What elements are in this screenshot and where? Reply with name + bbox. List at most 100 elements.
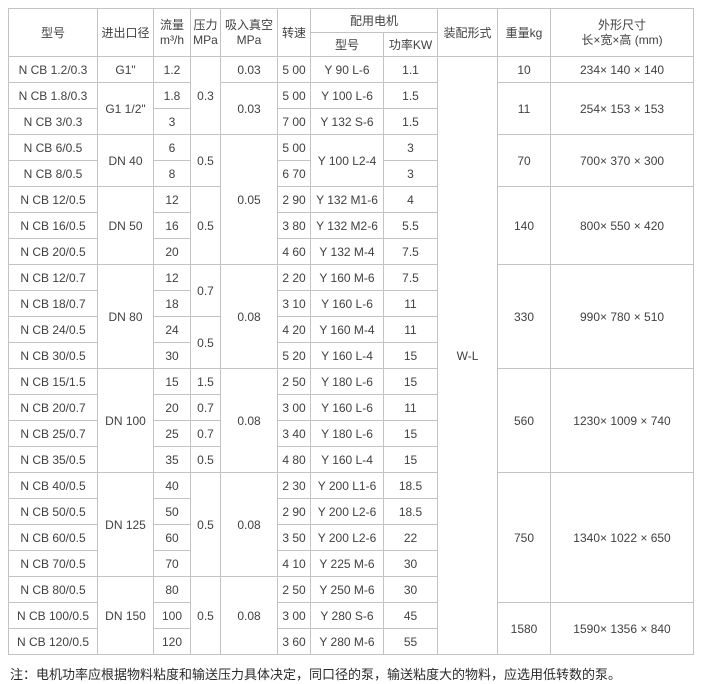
cell-vacuum: 0.08 (220, 576, 278, 655)
cell-port: DN 40 (97, 134, 154, 187)
cell-pressure: 0.7 (190, 394, 221, 421)
cell-model: N CB 8/0.5 (8, 160, 98, 187)
cell-port: DN 80 (97, 264, 154, 369)
header-pressure-unit: MPa (193, 32, 218, 47)
table-row: N CB 20/0.7 20 0.7 3 00 Y 160 L-6 11 (8, 394, 694, 421)
cell-flow: 12 (153, 186, 191, 213)
footnote: 注：电机功率应根据物料粘度和输送压力具体决定，同口径的泵，输送粘度大的物料，应选… (10, 667, 622, 682)
header-flow: 流量 m³/h (153, 8, 191, 57)
cell-flow: 24 (153, 316, 191, 343)
cell-flow: 18 (153, 290, 191, 317)
header-vacuum-unit: MPa (236, 32, 262, 47)
cell-dims: 1590× 1356 × 840 (550, 602, 695, 655)
cell-dims: 990× 780 × 510 (550, 264, 695, 369)
header-speed: 转速 (277, 8, 311, 57)
cell-motor-power: 55 (382, 628, 439, 655)
cell-motor-model: Y 180 L-6 (310, 368, 384, 395)
table-row: N CB 18/0.7 18 3 10 Y 160 L-6 11 (8, 290, 694, 317)
cell-motor-model: Y 132 M1-6 (310, 186, 384, 213)
header-dims-label: 外形尺寸 (598, 17, 647, 32)
cell-speed: 4 60 (277, 238, 311, 265)
cell-speed: 7 00 (277, 108, 311, 135)
cell-pressure: 0.5 (190, 186, 221, 265)
cell-motor-power: 3 (382, 160, 439, 187)
cell-weight: 560 (497, 368, 552, 473)
header-motor-model: 型号 (310, 32, 384, 57)
cell-port: G1 1/2" (97, 82, 154, 135)
cell-motor-model: Y 90 L-6 (310, 56, 384, 83)
cell-speed: 6 70 (277, 160, 311, 187)
cell-model: N CB 50/0.5 (8, 498, 98, 525)
cell-vacuum: 0.08 (220, 472, 278, 577)
cell-speed: 3 00 (277, 394, 311, 421)
cell-model: N CB 1.2/0.3 (8, 56, 98, 83)
cell-speed: 4 20 (277, 316, 311, 343)
cell-flow: 20 (153, 238, 191, 265)
cell-motor-model: Y 160 M-6 (310, 264, 384, 291)
header-row-2: 型号 功率KW (9, 32, 694, 57)
cell-motor-power: 45 (382, 602, 439, 629)
pump-spec-table: 型号 进出口径 流量 m³/h 压力 MPa 吸入真空 MPa 转速 配用电机 … (8, 8, 695, 655)
cell-speed: 5 20 (277, 342, 311, 369)
cell-model: N CB 100/0.5 (8, 602, 98, 629)
cell-speed: 3 40 (277, 420, 311, 447)
table-row: N CB 40/0.5 DN 125 40 0.5 0.08 2 30 Y 20… (8, 472, 695, 603)
cell-motor-model: Y 250 M-6 (310, 576, 384, 603)
cell-flow: 70 (153, 550, 191, 577)
cell-vacuum: 0.03 (220, 56, 278, 83)
cell-vacuum: 0.08 (220, 264, 278, 369)
table-row: N CB 6/0.5 DN 40 6 0.5 0.05 5 00 Y 100 L… (8, 134, 695, 265)
cell-model: N CB 3/0.3 (8, 108, 98, 135)
table-row: N CB 1.8/0.3 G1 1/2" 1.8 0.03 5 00 Y 100… (8, 82, 695, 135)
cell-weight: 750 (497, 472, 552, 603)
header-flow-unit: m³/h (160, 32, 184, 47)
cell-model: N CB 1.8/0.3 (8, 82, 98, 109)
cell-model: N CB 35/0.5 (8, 446, 98, 473)
cell-weight: 1580 (497, 602, 552, 655)
cell-model: N CB 30/0.5 (8, 342, 98, 369)
cell-weight: 10 (497, 56, 552, 83)
cell-motor-power: 15 (382, 342, 439, 369)
cell-speed: 4 10 (277, 550, 311, 577)
header-weight: 重量kg (497, 8, 552, 57)
cell-vacuum: 0.08 (220, 368, 278, 473)
table-row: N CB 16/0.5 16 3 80 Y 132 M2-6 5.5 (8, 212, 694, 239)
cell-vacuum: 0.03 (220, 82, 278, 135)
cell-flow: 15 (153, 368, 191, 395)
header-vacuum-label: 吸入真空 (224, 17, 273, 32)
cell-motor-power: 1.5 (382, 108, 439, 135)
table-row: N CB 35/0.5 35 0.5 4 80 Y 160 L-4 15 (8, 446, 694, 473)
header-model: 型号 (8, 8, 98, 57)
table-row: N CB 1.2/0.3 G1" 1.2 0.3 0.03 5 00 Y 90 … (8, 56, 695, 655)
cell-flow: 25 (153, 420, 191, 447)
cell-motor-model: Y 100 L2-4 (310, 134, 384, 187)
cell-motor-power: 22 (382, 524, 439, 551)
cell-motor-model: Y 280 S-6 (310, 602, 384, 629)
cell-motor-power: 30 (382, 576, 439, 603)
cell-model: N CB 60/0.5 (8, 524, 98, 551)
cell-dims: 254× 153 × 153 (550, 82, 695, 135)
cell-dims: 234× 140 × 140 (550, 56, 695, 83)
cell-motor-power: 18.5 (382, 472, 439, 499)
cell-speed: 2 50 (277, 576, 311, 603)
table-row: N CB 30/0.5 30 5 20 Y 160 L-4 15 (8, 342, 694, 369)
cell-motor-power: 3 (382, 134, 439, 161)
cell-flow: 1.8 (153, 82, 191, 109)
cell-pressure: 0.5 (190, 316, 221, 369)
cell-model: N CB 15/1.5 (8, 368, 98, 395)
cell-model: N CB 16/0.5 (8, 212, 98, 239)
header-flow-label: 流量 (159, 17, 184, 32)
cell-speed: 5 00 (277, 82, 311, 109)
cell-motor-model: Y 200 L2-6 (310, 524, 384, 551)
table-body: N CB 1.2/0.3 G1" 1.2 0.3 0.03 5 00 Y 90 … (8, 56, 695, 655)
cell-speed: 3 50 (277, 524, 311, 551)
cell-flow: 30 (153, 342, 191, 369)
cell-flow: 40 (153, 472, 191, 499)
cell-model: N CB 70/0.5 (8, 550, 98, 577)
table-row: N CB 70/0.5 70 4 10 Y 225 M-6 30 (8, 550, 694, 577)
cell-model: N CB 40/0.5 (8, 472, 98, 499)
cell-model: N CB 20/0.5 (8, 238, 98, 265)
cell-motor-power: 5.5 (382, 212, 439, 239)
header-row-1: 型号 进出口径 流量 m³/h 压力 MPa 吸入真空 MPa 转速 配用电机 … (8, 8, 695, 57)
